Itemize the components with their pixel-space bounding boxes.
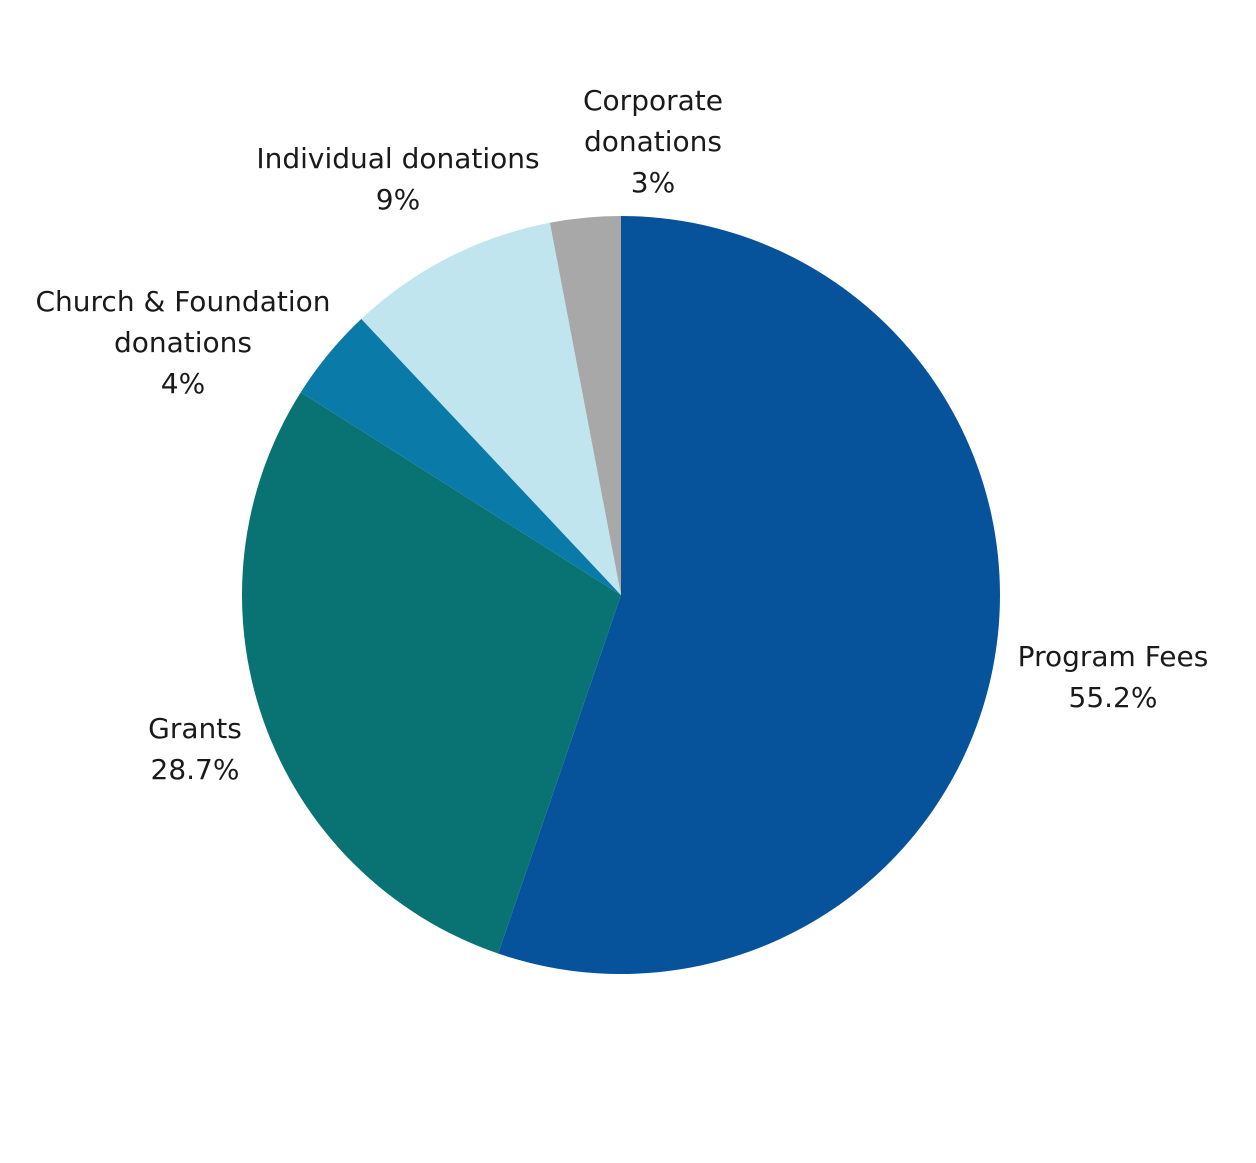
category-label-church-and-foundation-donations: Church & Foundation	[35, 285, 330, 318]
category-label-program-fees: Program Fees	[1018, 640, 1209, 673]
slice-individual-donations	[361, 222, 621, 596]
category-label-church-and-foundation-donations: donations	[114, 326, 252, 359]
value-label-program-fees: 55.2%	[1069, 681, 1158, 714]
slice-church-and-foundation-donations	[300, 318, 621, 595]
slice-grants	[242, 392, 622, 954]
value-label-individual-donations: 9%	[376, 183, 420, 216]
category-label-corporate-donations: Corporate	[583, 84, 723, 117]
value-label-grants: 28.7%	[151, 753, 240, 786]
slice-corporate-donations	[549, 216, 621, 595]
category-label-grants: Grants	[148, 712, 242, 745]
category-label-individual-donations: Individual donations	[256, 142, 539, 175]
pie-labels: Program Fees 55.2% Grants 28.7% Church & Fou…	[35, 84, 1208, 786]
category-label-corporate-donations: donations	[584, 125, 722, 158]
slice-program-fees	[498, 216, 1000, 975]
value-label-church-and-foundation-donations: 4%	[161, 367, 205, 400]
value-label-corporate-donations: 3%	[631, 166, 675, 199]
pie-slices	[242, 216, 1000, 975]
